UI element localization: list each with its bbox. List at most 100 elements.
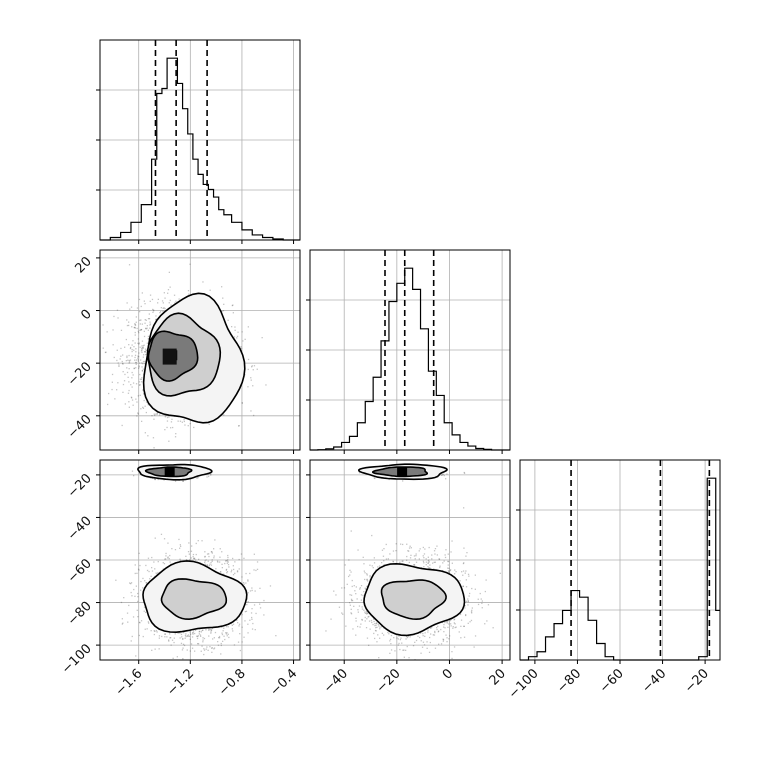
scatter-point: [142, 347, 144, 349]
scatter-point: [174, 436, 177, 438]
scatter-point: [251, 618, 253, 620]
scatter-point: [135, 361, 137, 364]
scatter-point: [114, 398, 116, 400]
scatter-point: [184, 634, 187, 637]
scatter-point: [129, 347, 132, 350]
scatter-point: [253, 569, 255, 571]
scatter-point: [129, 582, 131, 584]
scatter-point: [138, 298, 141, 301]
scatter-point: [149, 327, 151, 329]
scatter-point: [187, 425, 189, 427]
scatter-point: [135, 398, 137, 400]
scatter-point: [202, 639, 204, 641]
scatter-point: [204, 555, 206, 558]
scatter-point: [247, 623, 249, 625]
scatter-point: [243, 636, 245, 638]
scatter-point: [251, 628, 254, 630]
scatter-point: [194, 632, 196, 635]
scatter-point: [199, 630, 201, 633]
scatter-point: [164, 416, 166, 418]
scatter-point: [144, 303, 146, 305]
scatter-point: [153, 413, 155, 415]
scatter-point: [227, 319, 229, 321]
scatter-point: [205, 559, 207, 561]
scatter-point: [263, 599, 265, 602]
scatter-point: [197, 477, 199, 479]
scatter-point: [128, 406, 130, 408]
scatter-point: [133, 326, 135, 329]
scatter-point: [184, 637, 186, 639]
scatter-point: [130, 640, 132, 642]
scatter-point: [173, 294, 176, 296]
scatter-point: [141, 348, 143, 350]
scatter-point: [164, 429, 166, 431]
scatter-point: [124, 346, 126, 348]
scatter-point: [146, 325, 148, 327]
scatter-point: [205, 629, 207, 631]
scatter-point: [133, 588, 135, 591]
scatter-point: [151, 570, 154, 572]
scatter-point: [208, 628, 210, 630]
y-tick-label: −20: [65, 359, 95, 389]
scatter-point: [208, 555, 210, 558]
scatter-point: [142, 356, 144, 358]
scatter-point: [253, 365, 256, 367]
scatter-point: [180, 642, 183, 644]
scatter-point: [131, 470, 134, 472]
scatter-point: [238, 558, 240, 561]
scatter-point: [137, 359, 139, 361]
scatter-point: [183, 419, 185, 421]
scatter-point: [186, 635, 188, 637]
scatter-point: [226, 560, 229, 562]
scatter-point: [211, 647, 213, 649]
x-tick-label: −60: [597, 666, 627, 696]
scatter-point: [122, 362, 124, 365]
scatter-point: [203, 649, 206, 651]
scatter-point: [233, 644, 236, 646]
scatter-point: [156, 413, 158, 415]
scatter-points: [115, 463, 277, 660]
y-tick-label: 20: [73, 254, 95, 276]
scatter-point: [179, 637, 181, 639]
scatter-point: [224, 638, 226, 641]
scatter-point: [241, 331, 243, 333]
scatter-point: [196, 477, 198, 479]
scatter-point: [239, 649, 241, 652]
scatter-point: [140, 305, 142, 308]
scatter-point: [131, 595, 133, 597]
scatter-point: [143, 354, 145, 356]
scatter-point: [206, 564, 209, 566]
scatter-point: [261, 337, 263, 339]
scatter-point: [147, 621, 149, 623]
scatter-point: [168, 640, 170, 642]
scatter-point: [236, 337, 238, 339]
scatter-point: [142, 345, 144, 347]
scatter-point: [137, 395, 139, 397]
scatter-point: [244, 338, 246, 340]
scatter-point: [222, 573, 225, 575]
scatter-point: [134, 572, 136, 575]
scatter-point: [206, 564, 208, 567]
scatter-point: [214, 539, 216, 541]
scatter-point: [127, 359, 129, 361]
scatter-point: [226, 572, 228, 574]
scatter-point: [146, 569, 149, 572]
scatter-point: [136, 327, 138, 330]
scatter-point: [225, 569, 227, 571]
scatter-point: [251, 365, 253, 367]
scatter-point: [252, 385, 254, 387]
scatter-point: [128, 389, 130, 392]
scatter-point: [138, 621, 141, 623]
scatter-point: [125, 338, 127, 341]
scatter-point: [265, 384, 267, 386]
scatter-point: [163, 479, 165, 481]
scatter-point: [217, 644, 220, 646]
scatter-point: [157, 561, 159, 563]
scatter-point: [198, 631, 200, 633]
scatter-point: [182, 480, 184, 482]
scatter-point: [219, 548, 221, 550]
scatter-point: [206, 476, 208, 478]
scatter-point: [157, 302, 159, 304]
scatter-point: [230, 571, 232, 573]
scatter-point: [182, 647, 184, 649]
